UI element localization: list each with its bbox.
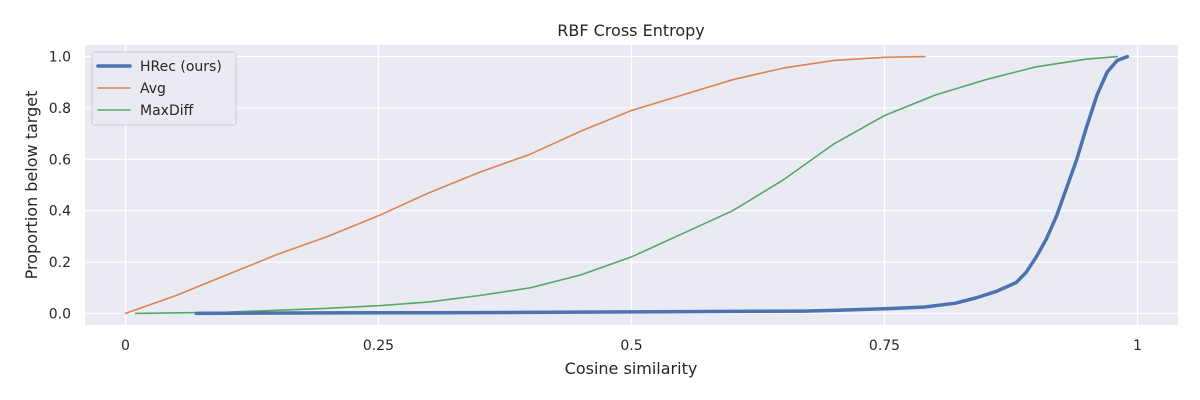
y-tick-label: 0.2 [49,255,71,271]
x-tick-label: 0.25 [363,338,394,354]
x-tick-label: 0 [121,338,130,354]
y-axis-label: Proportion below target [22,91,41,280]
legend-label-hrec: HRec (ours) [140,59,222,75]
y-tick-label: 0.4 [49,204,71,220]
legend-box [91,51,237,126]
x-axis-label: Cosine similarity [565,359,698,378]
x-tick-labels: 0 0.25 0.5 0.75 1 [121,338,1142,354]
series-line-avg [124,55,926,315]
series-lines [124,54,1130,316]
legend: HRec (ours) Avg MaxDiff [91,51,237,126]
grid-lines [85,45,1178,325]
y-tick-label: 0.0 [49,306,71,322]
x-tick-label: 0.5 [620,338,642,354]
y-tick-label: 1.0 [49,50,71,66]
y-tick-labels: 0.0 0.2 0.4 0.6 0.8 1.0 [49,50,71,323]
series-line-maxdiff [134,55,1119,315]
y-tick-label: 0.8 [49,101,71,117]
legend-label-avg: Avg [140,81,166,97]
y-tick-label: 0.6 [49,152,71,168]
series-line-hrec [194,54,1130,316]
legend-label-maxdiff: MaxDiff [140,103,194,119]
x-tick-label: 0.75 [869,338,900,354]
chart-title: RBF Cross Entropy [557,21,705,40]
x-tick-label: 1 [1133,338,1142,354]
